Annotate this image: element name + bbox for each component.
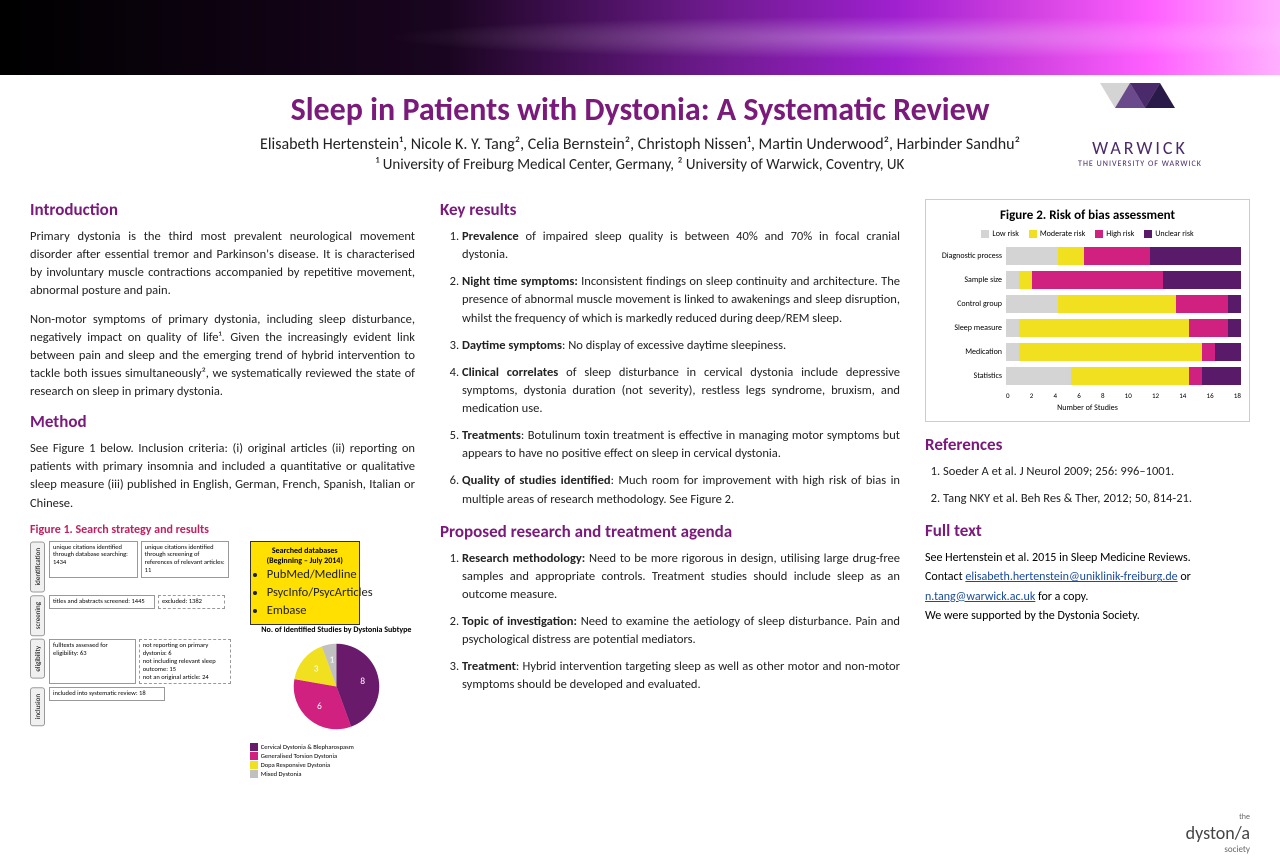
bar-row: Statistics <box>934 367 1241 385</box>
svg-text:6: 6 <box>317 700 322 712</box>
bar-row: Control group <box>934 295 1241 313</box>
poster-body: Introduction Primary dystonia is the thi… <box>0 184 1280 794</box>
right-column: Figure 2. Risk of bias assessment Low ri… <box>925 199 1250 779</box>
fig2-legend: Low riskModerate riskHigh riskUnclear ri… <box>934 229 1241 239</box>
pie-legend: Cervical Dystonia & BlepharospasmGeneral… <box>250 743 423 778</box>
agenda-item: Treatment: Hybrid intervention targeting… <box>462 658 900 694</box>
dystonia-society-logo: the dyston/a society <box>1186 812 1250 855</box>
svg-text:1: 1 <box>329 654 334 666</box>
intro-p2: Non-motor symptoms of primary dystonia, … <box>30 311 415 402</box>
left-column: Introduction Primary dystonia is the thi… <box>30 199 415 779</box>
fulltext-heading: Full text <box>925 520 1250 541</box>
prisma-flowchart: identification unique citations identifi… <box>30 541 242 779</box>
keyresult-item: Quality of studies identified: Much room… <box>462 472 900 508</box>
warwick-logo: WARWICK THE UNIVERSITY OF WARWICK <box>1040 83 1240 169</box>
intro-heading: Introduction <box>30 199 415 220</box>
header-banner <box>0 0 1280 75</box>
stage-eligibility: eligibility <box>30 639 45 679</box>
agenda-heading: Proposed research and treatment agenda <box>440 521 900 542</box>
bar-row: Sleep measure <box>934 319 1241 337</box>
method-p: See Figure 1 below. Inclusion criteria: … <box>30 440 415 513</box>
refs-heading: References <box>925 434 1250 455</box>
agenda-item: Research methodology: Need to be more ri… <box>462 550 900 604</box>
stage-screening: screening <box>30 595 45 636</box>
fig1-title: Figure 1. Search strategy and results <box>30 523 415 537</box>
keyresult-item: Daytime symptoms: No display of excessiv… <box>462 337 900 355</box>
prisma-box: unique citations identified through data… <box>49 541 138 578</box>
ref-item: Tang NKY et al. Beh Res & Ther, 2012; 50… <box>943 490 1250 508</box>
warwick-subtitle: THE UNIVERSITY OF WARWICK <box>1078 159 1202 169</box>
fig2-axis: 024681012141618 <box>1006 391 1241 400</box>
prisma-box: titles and abstracts screened: 1445 <box>49 595 155 609</box>
warwick-triangle-icon <box>1100 83 1180 133</box>
bar-row: Sample size <box>934 271 1241 289</box>
agenda-list: Research methodology: Need to be more ri… <box>440 550 900 695</box>
pie-chart: 8 6 31 <box>289 639 384 734</box>
prisma-box: not reporting on primary dystonia: 6 not… <box>139 639 232 684</box>
searched-db-box: Searched databases (Beginning – July 201… <box>250 541 360 625</box>
keyresult-item: Prevalence of impaired sleep quality is … <box>462 228 900 264</box>
stage-identification: identification <box>30 541 45 592</box>
bar-row: Medication <box>934 343 1241 361</box>
fulltext-block: See Hertenstein et al. 2015 in Sleep Med… <box>925 549 1250 626</box>
prisma-box: included into systematic review: 18 <box>49 687 165 701</box>
poster-header: Sleep in Patients with Dystonia: A Syste… <box>0 75 1280 184</box>
keyresult-item: Clinical correlates of sleep disturbance… <box>462 364 900 418</box>
bar-row: Diagnostic process <box>934 247 1241 265</box>
svg-text:3: 3 <box>314 663 319 675</box>
fig2-xlabel: Number of Studies <box>934 403 1241 413</box>
figure-1: identification unique citations identifi… <box>30 541 415 779</box>
svg-text:8: 8 <box>360 675 365 687</box>
fig2-title: Figure 2. Risk of bias assessment <box>934 208 1241 223</box>
keyresults-heading: Key results <box>440 199 900 220</box>
pie-title: No. of Identified Studies by Dystonia Su… <box>250 625 423 635</box>
stage-inclusion: inclusion <box>30 687 45 726</box>
support-text: We were supported by the Dystonia Societ… <box>925 607 1250 626</box>
prisma-box: excluded: 1382 <box>158 595 225 609</box>
prisma-box: fulltexts assessed for eligibility: 63 <box>49 639 136 684</box>
warwick-name: WARWICK <box>1092 137 1188 159</box>
method-heading: Method <box>30 411 415 432</box>
middle-column: Key results Prevalence of impaired sleep… <box>440 199 900 779</box>
keyresult-item: Night time symptoms: Inconsistent findin… <box>462 273 900 327</box>
intro-p1: Primary dystonia is the third most preva… <box>30 228 415 301</box>
ref-item: Soeder A et al. J Neurol 2009; 256: 996–… <box>943 463 1250 481</box>
keyresults-list: Prevalence of impaired sleep quality is … <box>440 228 900 509</box>
pie-section: Searched databases (Beginning – July 201… <box>250 541 423 779</box>
email-link-2[interactable]: n.tang@warwick.ac.uk <box>925 590 1035 604</box>
email-link-1[interactable]: elisabeth.hertenstein@uniklinik-freiburg… <box>965 570 1177 584</box>
agenda-item: Topic of investigation: Need to examine … <box>462 613 900 649</box>
figure-2: Figure 2. Risk of bias assessment Low ri… <box>925 199 1250 422</box>
keyresult-item: Treatments: Botulinum toxin treatment is… <box>462 427 900 463</box>
fulltext-cite: See Hertenstein et al. 2015 in Sleep Med… <box>925 549 1250 568</box>
refs-list: Soeder A et al. J Neurol 2009; 256: 996–… <box>925 463 1250 508</box>
prisma-box: unique citations identified through scre… <box>141 541 230 578</box>
fig2-bars: Diagnostic process Sample size Control gro… <box>934 247 1241 385</box>
